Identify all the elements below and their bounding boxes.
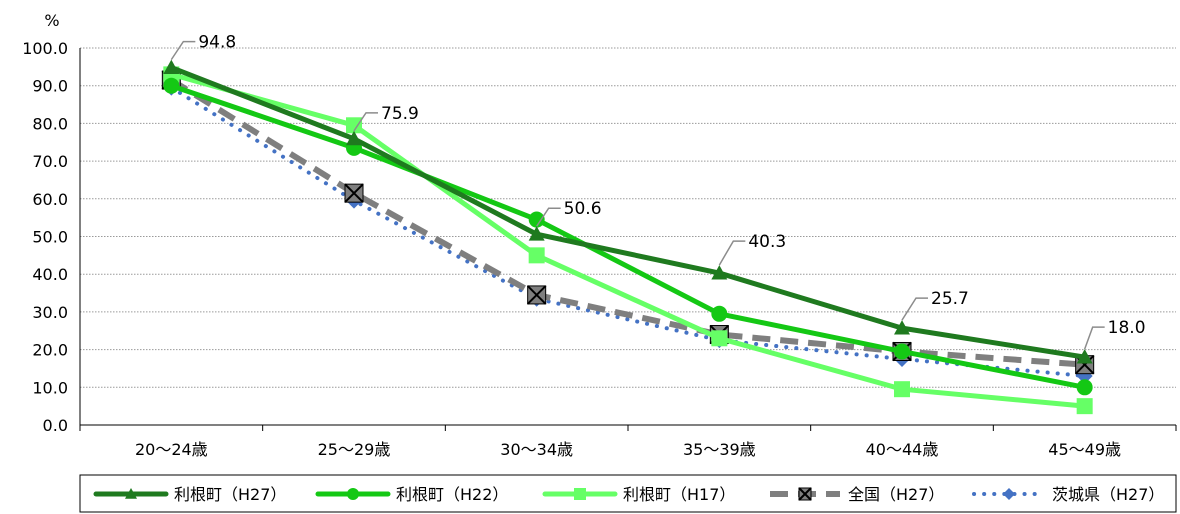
diamond-marker [1003,488,1015,500]
data-labels: 94.8 75.9 50.6 40.3 25.7 18.0 [170,33,1146,350]
series-2 [163,66,1093,415]
data-label: 50.6 [564,199,602,219]
y-tick-label: 70.0 [32,152,68,171]
square-marker [574,488,586,500]
circle-marker [894,343,910,360]
x-tick-label: 30～34歳 [500,440,573,459]
x-box-marker-cross [1074,354,1095,375]
triangle-marker [1076,349,1093,364]
data-label: 75.9 [381,104,419,124]
square-marker [1076,398,1093,415]
axes [79,48,1177,431]
square-marker [894,381,910,398]
legend: 利根町（H27） 利根町（H22） 利根町（H17） 全国（H27） 茨城県（H27） [79,474,1177,513]
legend-label: 全国（H27） [848,485,944,504]
data-label: 40.3 [748,232,786,252]
x-box-marker-cross [344,183,364,203]
square-marker [711,330,728,347]
data-label-leader [901,297,928,321]
x-tick-label: 45～49歳 [1048,440,1121,459]
series-line [169,77,1085,368]
y-tick-labels: 0.0 10.0 20.0 30.0 40.0 50.0 60.0 70.0 80.0 90.0 1… [22,39,68,435]
x-tick-label: 25～29歳 [318,440,391,459]
legend-label: 茨城県（H27） [1052,485,1164,504]
triangle-marker [346,130,362,146]
series-line [168,83,1088,390]
legend-label: 利根町（H27） [174,485,286,504]
series-group [161,59,1095,415]
legend-item-1: 利根町（H22） [315,485,508,504]
y-tick-label: 10.0 [32,378,68,397]
series-0 [163,59,1093,364]
legend-item-4: 茨城県（H27） [972,485,1164,504]
x-tick-label: 40～44歳 [866,440,939,459]
x-box-marker-cross [798,487,812,501]
triangle-marker [528,226,545,241]
legend-box [79,474,1177,513]
grid-lines [80,47,1176,388]
series-line [169,85,1087,378]
square-marker [528,247,545,264]
y-tick-label: 40.0 [32,265,68,284]
circle-marker [711,305,728,322]
circle-marker [1076,379,1093,396]
triangle-marker [711,265,728,280]
legend-item-2: 利根町（H17） [542,485,735,504]
y-tick-label: 30.0 [32,303,68,322]
series-line [168,65,1088,360]
circle-marker [163,77,180,94]
data-label: 18.0 [1108,318,1146,338]
data-label-leader [170,40,196,61]
y-tick-label: 20.0 [32,341,68,360]
circle-marker [347,488,359,500]
triangle-marker [125,488,137,499]
square-marker [346,117,362,134]
data-label: 94.8 [198,33,236,53]
data-label-leader [353,112,378,132]
y-unit-label: % [44,11,59,30]
y-tick-label: 100.0 [22,39,68,58]
legend-label: 利根町（H17） [623,485,735,504]
x-box-marker-cross [526,285,547,305]
data-label: 25.7 [931,289,969,309]
data-label-leader [536,207,561,227]
legend-item-3: 全国（H27） [770,485,944,504]
series-line [168,71,1088,409]
data-label-leader [718,240,746,266]
legend-label: 利根町（H22） [396,485,508,504]
y-tick-label: 60.0 [32,190,68,209]
legend-item-0: 利根町（H27） [93,485,286,504]
x-tick-labels: 20～24歳 25～29歳 30～34歳 35～39歳 40～44歳 45～49歳 [135,440,1121,459]
triangle-marker [894,320,910,335]
x-tick-label: 35～39歳 [683,440,756,459]
y-tick-label: 0.0 [43,416,68,435]
data-label-leader [1083,326,1105,350]
triangle-marker [163,59,180,75]
y-tick-label: 50.0 [32,228,68,247]
y-tick-label: 80.0 [32,114,68,133]
y-tick-label: 90.0 [32,77,68,96]
x-tick-label: 20～24歳 [135,440,208,459]
circle-marker [528,211,545,228]
